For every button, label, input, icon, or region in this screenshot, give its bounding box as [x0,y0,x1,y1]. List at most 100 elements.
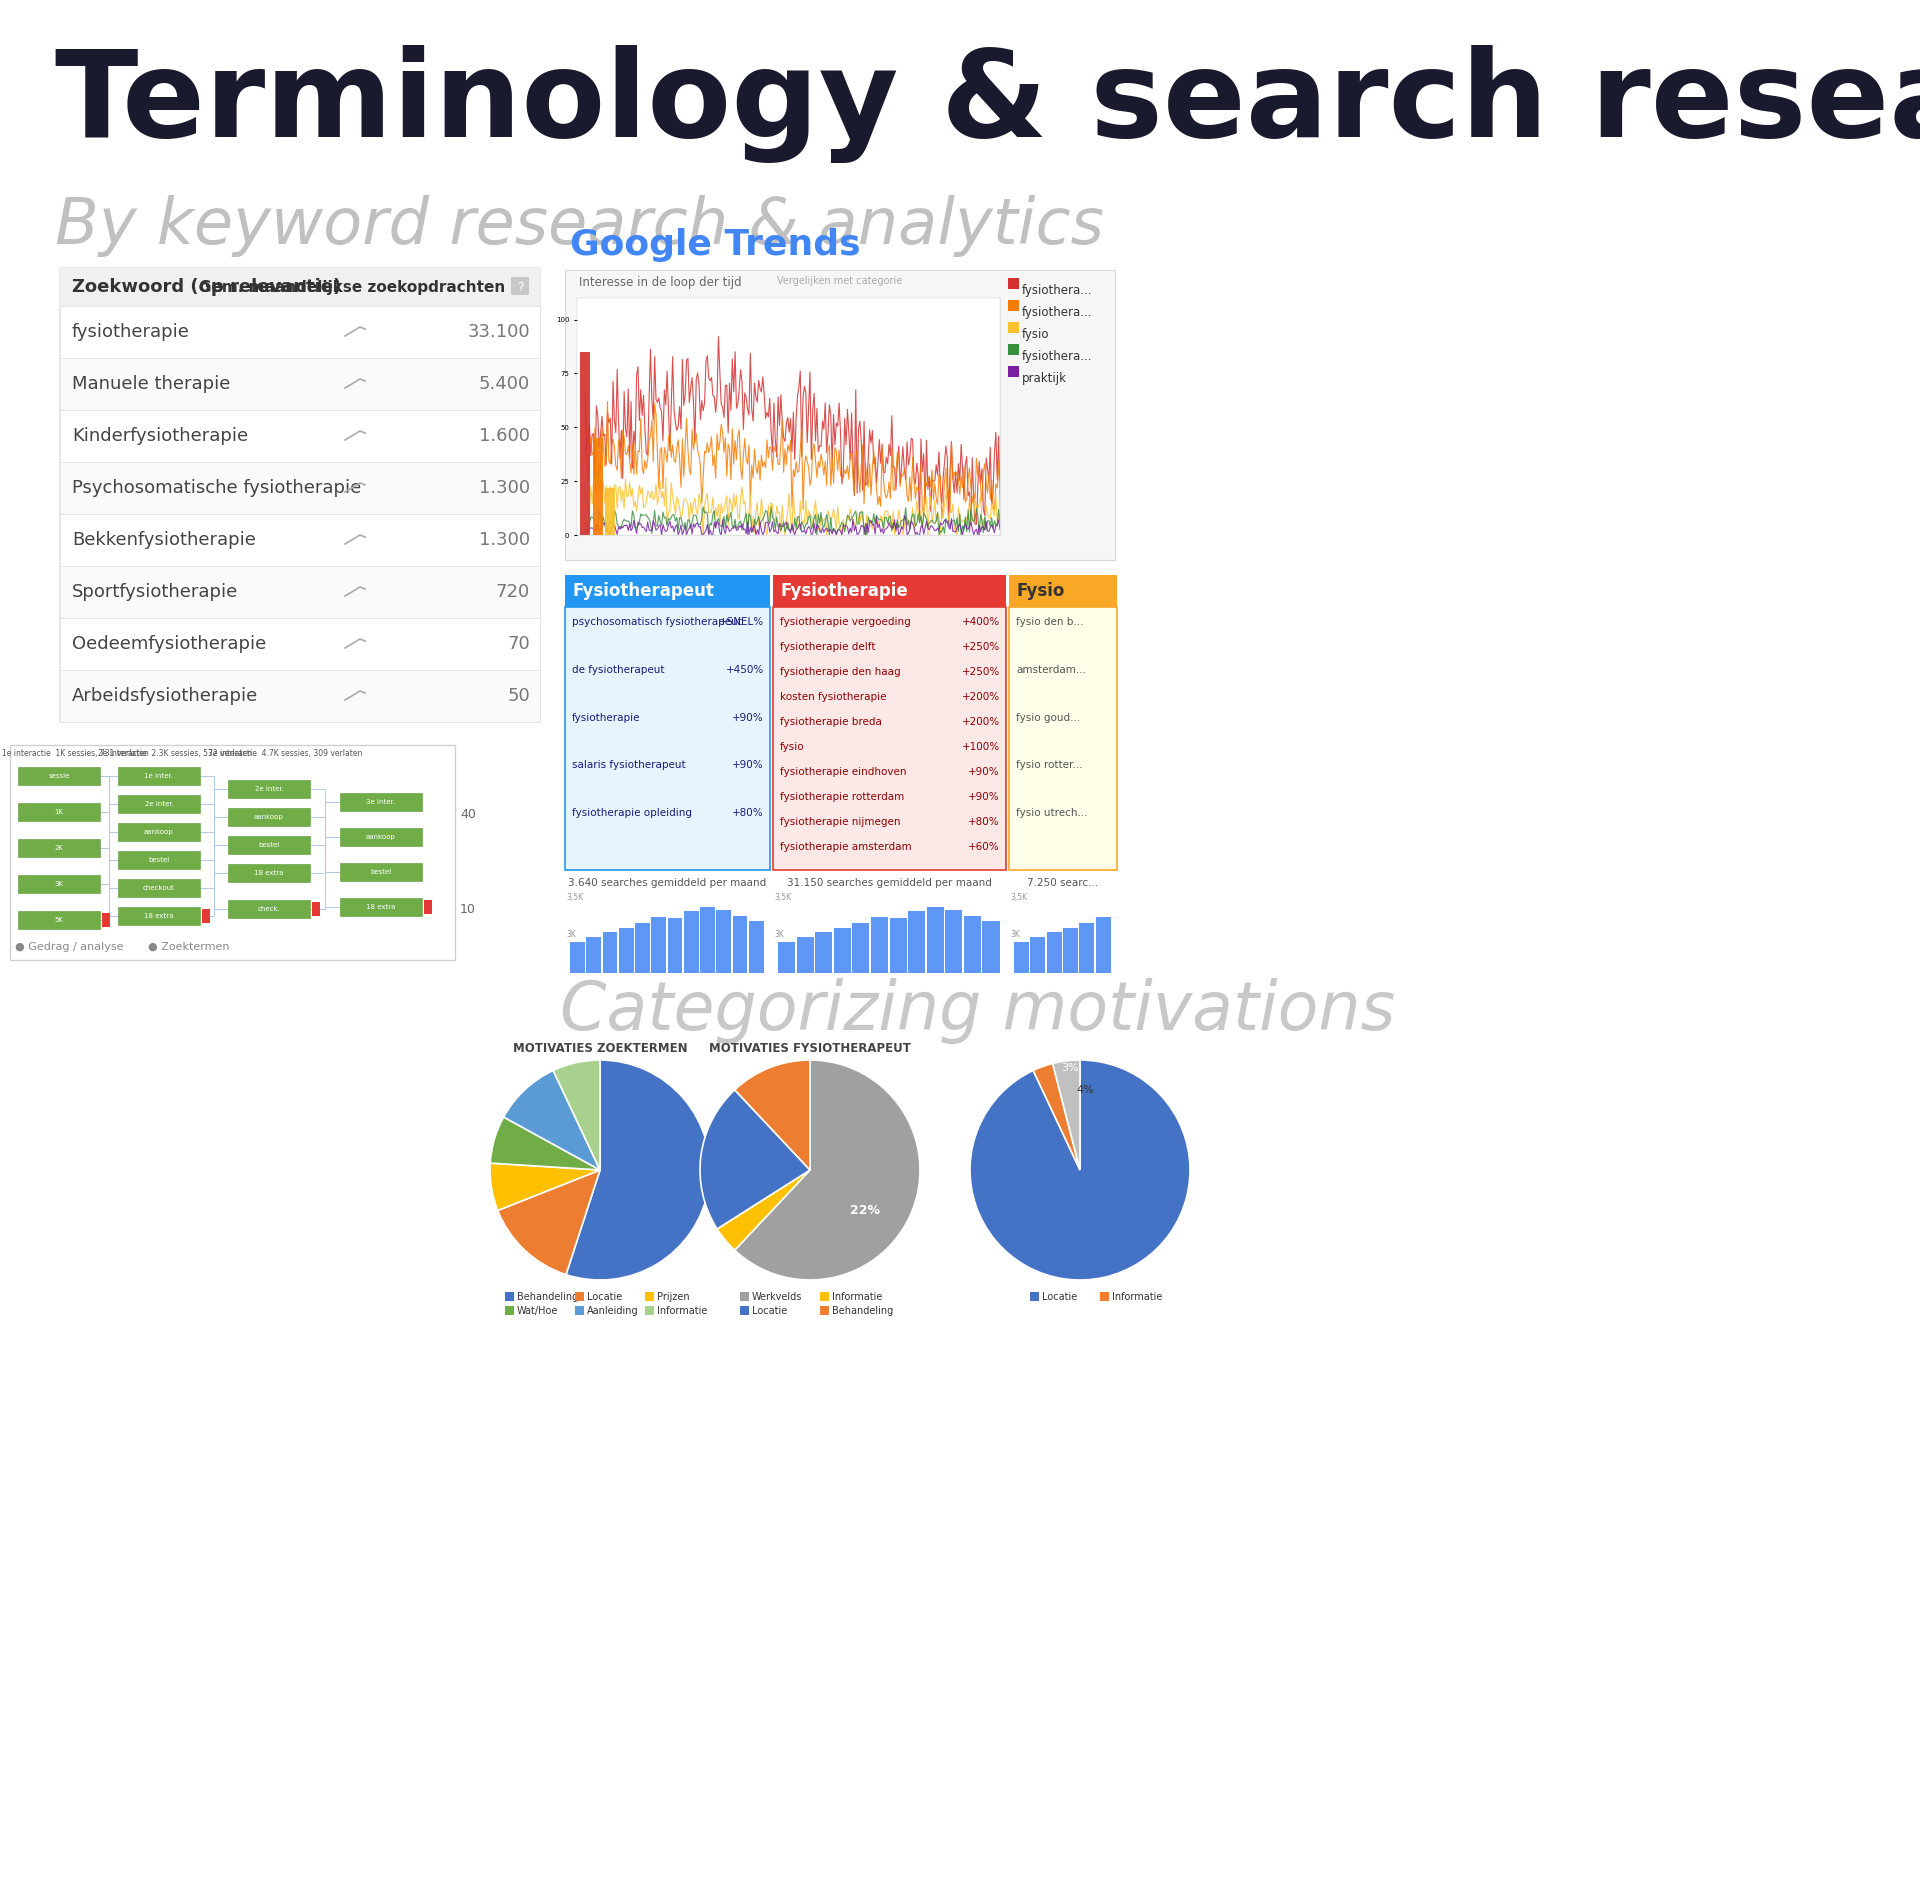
Bar [228,780,309,797]
Text: 3,5K: 3,5K [566,893,584,903]
Bar [60,669,540,722]
Text: 720: 720 [495,582,530,601]
Bar [60,618,540,669]
Bar [889,918,906,973]
Text: Behandeling: Behandeling [831,1306,893,1316]
Text: 2K: 2K [54,844,63,850]
Text: fysio den b...: fysio den b... [1016,616,1083,628]
Bar [60,515,540,566]
Text: aankoop: aankoop [253,814,284,820]
Text: +90%: +90% [968,792,1000,803]
Bar [716,910,732,973]
Bar [60,305,540,358]
Bar [228,863,309,882]
Text: 2e inter.: 2e inter. [255,786,284,792]
Bar [749,920,764,973]
Bar [733,916,747,973]
Text: fysiotherapie amsterdam: fysiotherapie amsterdam [780,843,912,852]
Text: fysiotherapie nijmegen: fysiotherapie nijmegen [780,818,900,828]
Text: Wat/Hoe: Wat/Hoe [516,1306,559,1316]
Text: fysio: fysio [780,743,804,752]
Text: Sportfysiotherapie: Sportfysiotherapie [73,582,238,601]
Wedge shape [701,1090,810,1229]
Text: Google Trends: Google Trends [570,228,860,262]
Bar [17,803,100,822]
Bar [60,411,540,462]
Text: kosten fysiotherapie: kosten fysiotherapie [780,692,887,701]
Bar [340,897,422,916]
Text: 1e interactie  1K sessies, 731 verlaten: 1e interactie 1K sessies, 731 verlaten [2,748,148,758]
Text: 3K: 3K [54,880,63,888]
Bar [1010,575,1117,607]
Bar [774,607,1006,871]
Text: 5.400: 5.400 [478,375,530,392]
Text: Kinderfysiotherapie: Kinderfysiotherapie [73,428,248,445]
Text: fysiothera...: fysiothera... [1021,305,1092,319]
Text: +80%: +80% [732,809,764,818]
Text: Gem. maandelijkse zoekopdrachten: Gem. maandelijkse zoekopdrachten [200,279,505,294]
Text: fysiotherapie den haag: fysiotherapie den haag [780,667,900,677]
Bar [636,922,649,973]
Bar [852,922,870,973]
Wedge shape [497,1171,599,1274]
Bar [983,920,1000,973]
Text: Aanleiding: Aanleiding [588,1306,639,1316]
Text: Informatie: Informatie [1112,1291,1162,1301]
Text: Vergelijken met categorie: Vergelijken met categorie [778,275,902,287]
Bar [117,824,200,841]
Bar [17,839,100,858]
Bar [820,1291,829,1301]
Text: de fysiotherapeut: de fysiotherapeut [572,665,664,675]
Bar [102,912,109,927]
Bar [816,933,831,973]
Bar [1029,1291,1039,1301]
Text: checkout: checkout [144,884,175,892]
Text: 40: 40 [461,807,476,820]
Bar [17,875,100,893]
Bar [60,268,541,724]
Text: Terminology & search research: Terminology & search research [56,45,1920,162]
Text: Locatie: Locatie [1043,1291,1077,1301]
Text: Psychosomatische fysiotherapie: Psychosomatische fysiotherapie [73,479,361,498]
Text: MOTIVATIES FYSIOTHERAPEUT: MOTIVATIES FYSIOTHERAPEUT [708,1042,910,1056]
Text: +450%: +450% [726,665,764,675]
Text: 3,5K: 3,5K [1010,893,1027,903]
Bar [564,607,770,871]
Bar [228,899,309,918]
Bar [945,910,962,973]
Text: +250%: +250% [962,667,1000,677]
Text: 18 extra: 18 extra [144,912,173,920]
Bar [1008,366,1020,377]
Bar [17,910,100,929]
Text: Zoekwoord (op relevantie): Zoekwoord (op relevantie) [73,277,342,296]
Bar [60,462,540,515]
Wedge shape [503,1071,599,1171]
Bar [117,878,200,897]
Text: fysiotherapie breda: fysiotherapie breda [780,716,881,728]
Text: fysiotherapie: fysiotherapie [572,713,641,722]
Text: 1K: 1K [54,809,63,814]
Wedge shape [735,1059,920,1280]
Wedge shape [1052,1059,1079,1171]
Text: fysio goud...: fysio goud... [1016,713,1081,722]
Text: +200%: +200% [962,716,1000,728]
Bar [586,937,601,973]
Bar [701,907,714,973]
Text: Locatie: Locatie [588,1291,622,1301]
Text: 3%: 3% [1062,1063,1079,1073]
Text: fysiotherapie rotterdam: fysiotherapie rotterdam [780,792,904,803]
Text: Behandeling: Behandeling [516,1291,578,1301]
Bar [774,575,1006,607]
Bar [605,488,616,535]
Wedge shape [553,1059,599,1171]
Text: +90%: +90% [732,760,764,771]
Text: 18 extra: 18 extra [367,905,396,910]
Text: +SNEL%: +SNEL% [718,616,764,628]
Bar [872,916,887,973]
Text: 50: 50 [507,686,530,705]
Text: +400%: +400% [962,616,1000,628]
Text: +60%: +60% [968,843,1000,852]
Bar [311,903,321,916]
Text: 5K: 5K [54,916,63,924]
Text: 3,5K: 3,5K [774,893,791,903]
